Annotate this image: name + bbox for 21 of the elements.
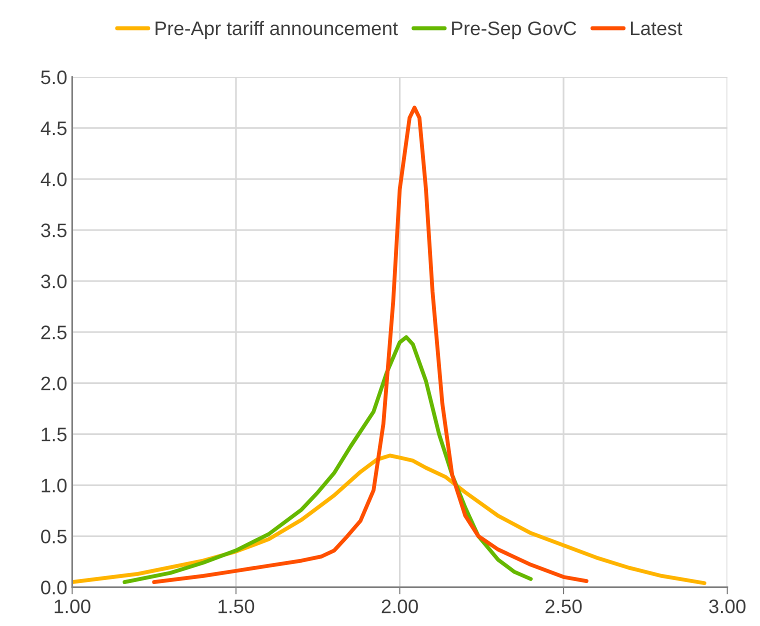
line-series [152, 106, 588, 584]
y-tick-label: 4.0 [40, 172, 67, 186]
y-tick-label: 3.0 [41, 274, 67, 288]
x-tick-label: 2.50 [546, 600, 582, 614]
y-tick-label: 0.0 [41, 580, 67, 594]
line-series [72, 454, 706, 586]
y-tick-label: 4.5 [40, 122, 67, 136]
y-tick-label: 5.0 [41, 70, 67, 84]
legend-label: Pre-Sep GovC [452, 21, 576, 40]
y-tick-label: 2.5 [41, 326, 67, 340]
legend-label: Pre-Apr tariff announcement [156, 20, 398, 40]
x-tick-label: 2.00 [382, 600, 418, 614]
y-tick-label: 2.0 [41, 376, 67, 390]
y-tick-label: 1.0 [42, 478, 67, 492]
y-tick-label: 3.5 [41, 224, 67, 238]
y-tick-label: 1.5 [42, 428, 67, 442]
x-tick-label: 1.00 [54, 600, 90, 614]
x-tick-label: 3.00 [709, 600, 746, 614]
y-tick-label: 0.5 [41, 530, 67, 544]
legend-label: Latest [631, 22, 682, 36]
x-tick-label: 1.50 [218, 600, 254, 614]
